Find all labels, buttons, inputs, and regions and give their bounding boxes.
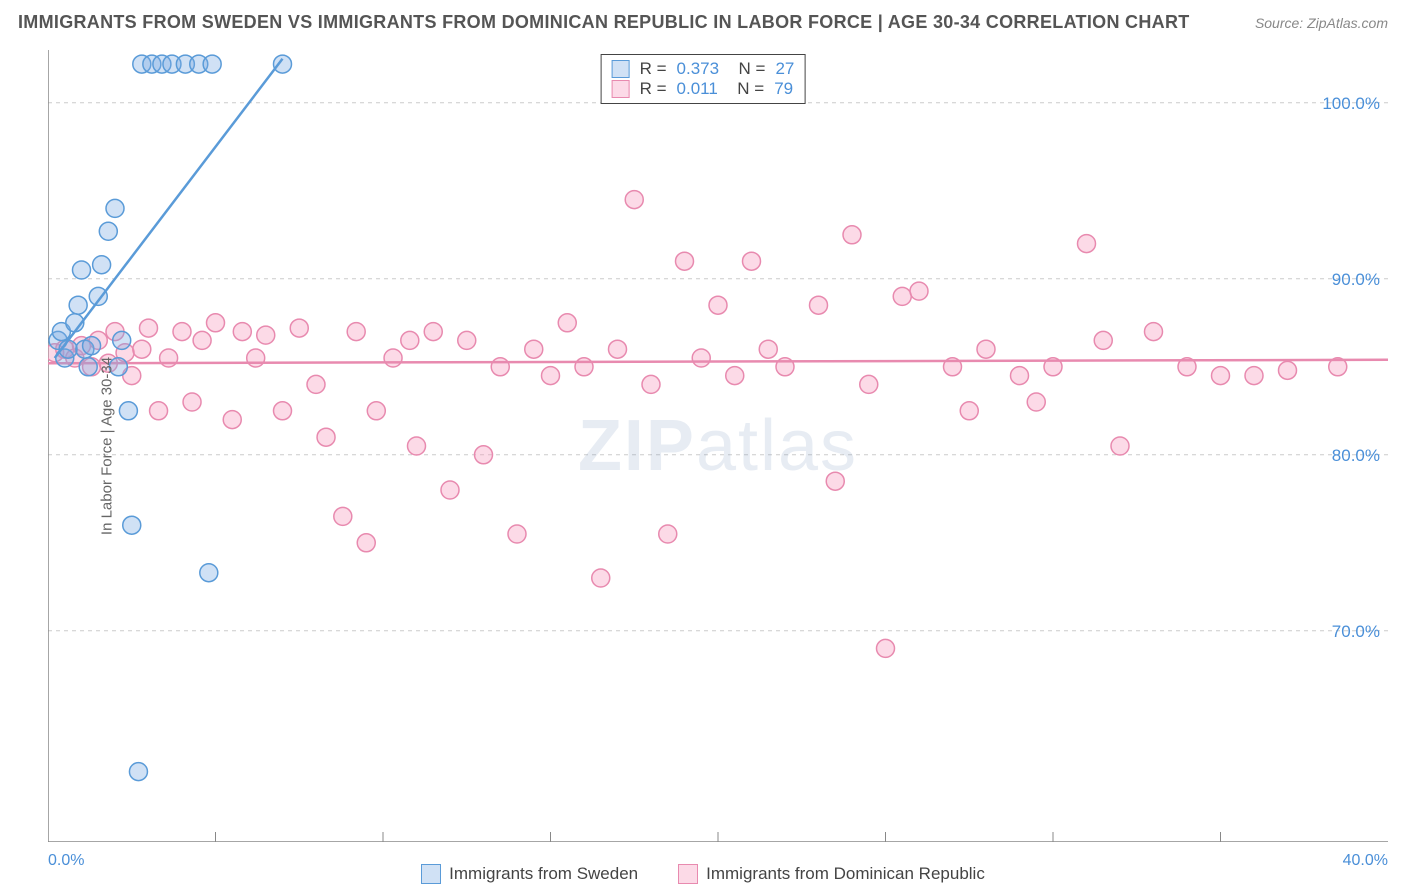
svg-text:100.0%: 100.0% (1322, 94, 1380, 113)
y-axis-label: In Labor Force | Age 30-34 (99, 357, 116, 535)
n-value: 27 (775, 59, 794, 79)
r-label: R = (640, 79, 667, 99)
r-legend-row: R = 0.011 N = 79 (612, 79, 795, 99)
r-label: R = (640, 59, 667, 79)
legend-swatch (678, 864, 698, 884)
r-value: 0.373 (677, 59, 720, 79)
scatter-plot: 70.0% 80.0% 90.0% 100.0% (48, 50, 1388, 842)
svg-text:70.0%: 70.0% (1332, 622, 1380, 641)
legend-swatch (612, 60, 630, 78)
legend-label: Immigrants from Sweden (449, 864, 638, 884)
r-value: 0.011 (677, 79, 718, 99)
legend-swatch (612, 80, 630, 98)
x-axis-max-label: 40.0% (1343, 852, 1388, 870)
n-value: 79 (774, 79, 793, 99)
svg-text:90.0%: 90.0% (1332, 270, 1380, 289)
n-label: N = (729, 59, 765, 79)
plot-area: In Labor Force | Age 30-34 70.0% 80.0% 90.… (48, 50, 1388, 842)
x-axis-min-label: 0.0% (48, 852, 84, 870)
source-text: Source: ZipAtlas.com (1255, 15, 1388, 31)
n-label: N = (728, 79, 764, 99)
chart-title: IMMIGRANTS FROM SWEDEN VS IMMIGRANTS FRO… (18, 12, 1190, 33)
series-legend: Immigrants from Sweden Immigrants from D… (0, 864, 1406, 884)
svg-text:80.0%: 80.0% (1332, 446, 1380, 465)
legend-swatch (421, 864, 441, 884)
legend-item: Immigrants from Sweden (421, 864, 638, 884)
legend-item: Immigrants from Dominican Republic (678, 864, 985, 884)
legend-label: Immigrants from Dominican Republic (706, 864, 985, 884)
r-legend-row: R = 0.373 N = 27 (612, 59, 795, 79)
correlation-legend: R = 0.373 N = 27 R = 0.011 N = 79 (601, 54, 806, 104)
